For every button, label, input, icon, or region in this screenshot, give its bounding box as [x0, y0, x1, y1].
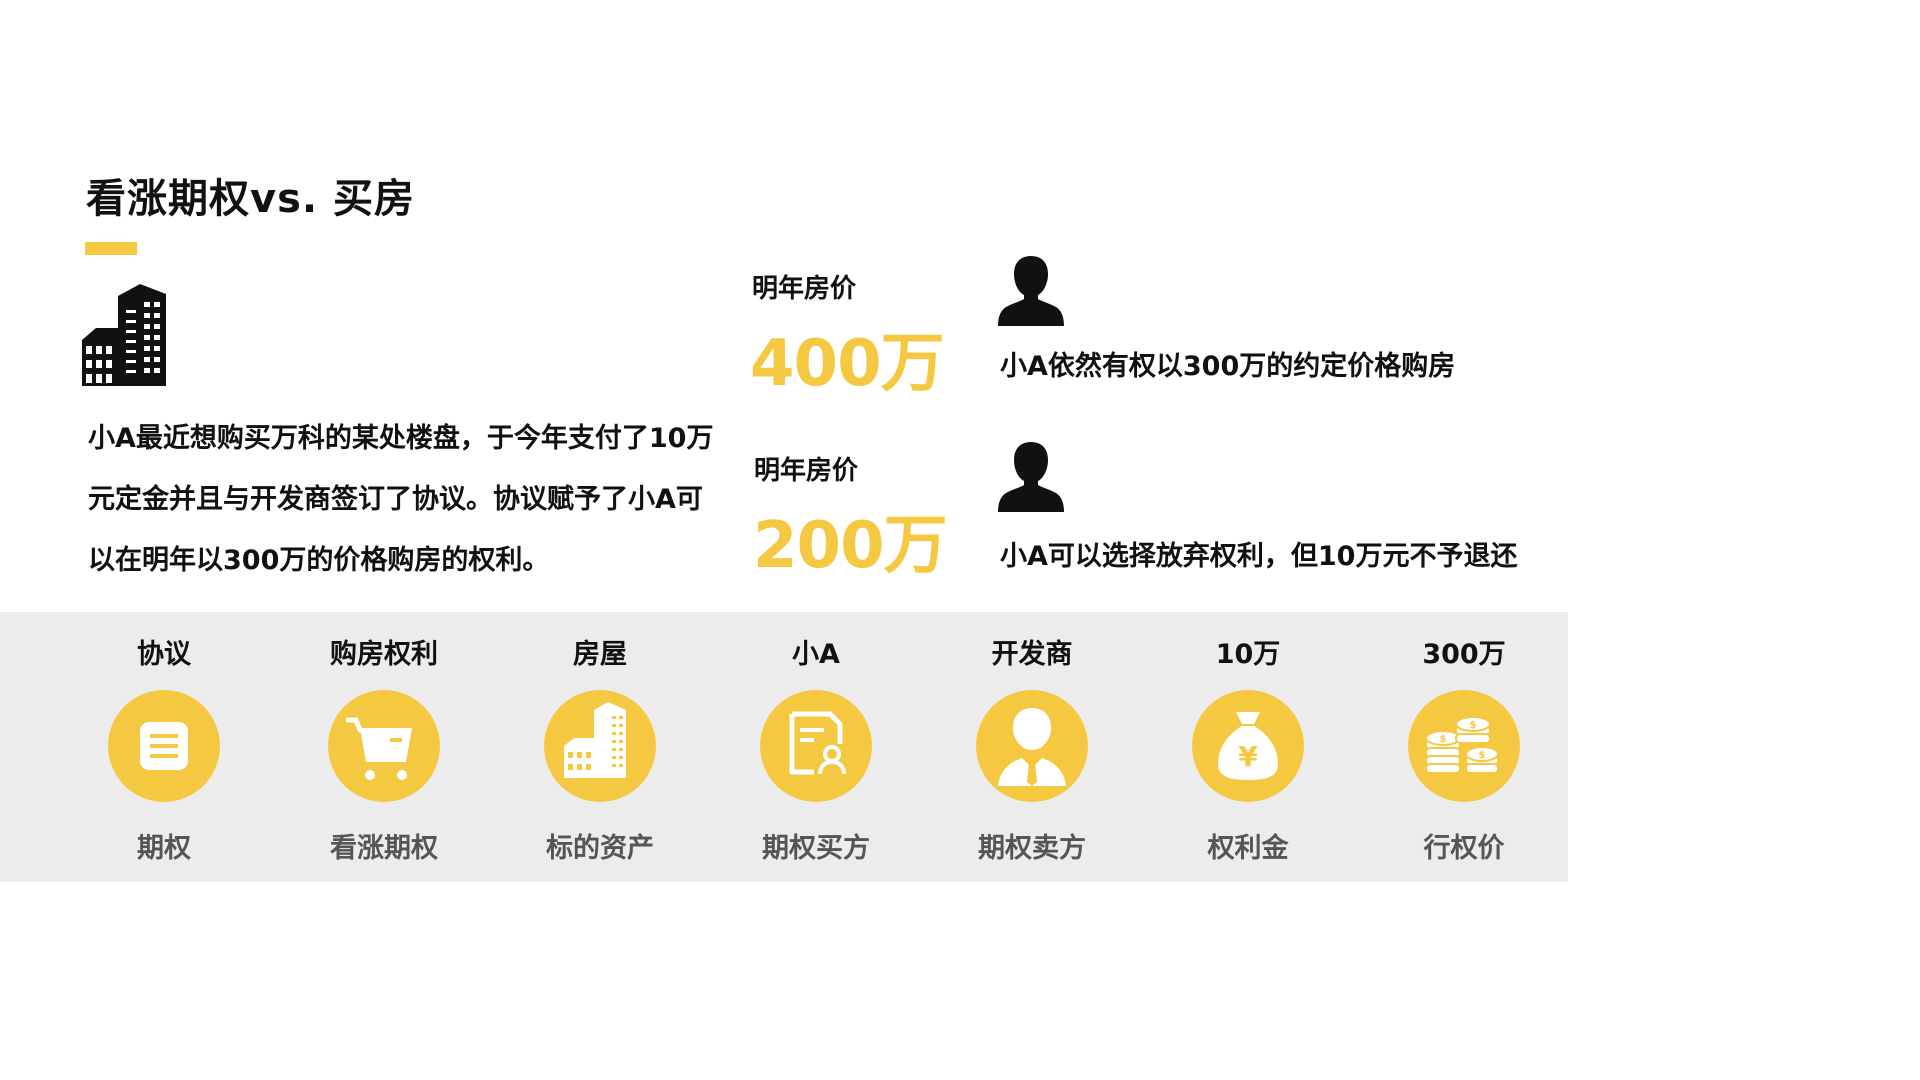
term-label: 开发商	[991, 639, 1073, 670]
scenario-1-price: 400万	[750, 327, 945, 401]
term-premium: 10万 ¥ 权利金	[1138, 612, 1358, 882]
term-icon-circle	[760, 690, 872, 802]
term-label: 房屋	[573, 639, 627, 670]
term-icon-circle	[108, 690, 220, 802]
term-label: 协议	[137, 639, 191, 670]
building-icon	[564, 702, 626, 778]
term-house: 房屋 标	[490, 612, 710, 882]
svg-text:$: $	[1470, 720, 1477, 731]
person-silhouette-icon	[998, 442, 1064, 512]
term-label: 购房权利	[330, 639, 438, 670]
scenario-2-label: 明年房价	[754, 456, 859, 486]
term-purchase-right: 购房权利 看涨期权	[274, 612, 494, 882]
term-meaning: 标的资产	[546, 833, 654, 864]
money-bag-yen-icon: ¥	[1218, 712, 1278, 780]
term-meaning: 期权卖方	[978, 833, 1086, 864]
scenario-1-text: 小A依然有权以300万的约定价格购房	[1000, 351, 1456, 382]
svg-text:$: $	[1479, 750, 1486, 761]
scenario-2-text: 小A可以选择放弃权利，但10万元不予退还	[1000, 541, 1518, 572]
coin-stacks-icon: $ $ $	[1425, 716, 1499, 774]
building-icon	[82, 284, 166, 386]
term-icon-circle	[328, 690, 440, 802]
businessman-icon	[998, 708, 1066, 786]
term-icon-circle	[544, 690, 656, 802]
person-silhouette-icon	[998, 256, 1064, 326]
term-meaning: 权利金	[1207, 833, 1289, 864]
term-meaning: 期权买方	[762, 833, 870, 864]
term-agreement: 协议 期权	[54, 612, 274, 882]
terms-band: 协议 期权 购房权利 看涨期权 房屋	[0, 612, 1568, 882]
term-icon-circle: ¥	[1192, 690, 1304, 802]
term-meaning: 期权	[137, 833, 191, 864]
contract-user-icon	[789, 711, 846, 775]
scenario-1-label: 明年房价	[752, 274, 857, 304]
term-developer: 开发商 期权卖方	[922, 612, 1142, 882]
title-accent-bar	[85, 242, 137, 255]
scenario-2-price: 200万	[753, 509, 948, 583]
story-paragraph: 小A最近想购买万科的某处楼盘，于今年支付了10万元定金并且与开发商签订了协议。协…	[88, 423, 714, 576]
term-meaning: 看涨期权	[330, 833, 438, 864]
svg-text:$: $	[1440, 734, 1447, 745]
term-label: 小A	[792, 639, 840, 670]
document-list-icon	[140, 722, 188, 770]
shopping-cart-icon	[345, 717, 412, 780]
term-icon-circle: $ $ $	[1408, 690, 1520, 802]
term-strike-price: 300万 $ $ $	[1354, 612, 1574, 882]
term-label: 300万	[1422, 639, 1506, 670]
term-label: 10万	[1215, 639, 1281, 670]
page-title: 看涨期权vs. 买房	[86, 176, 416, 222]
term-meaning: 行权价	[1423, 833, 1505, 864]
svg-text:¥: ¥	[1238, 740, 1258, 773]
term-icon-circle	[976, 690, 1088, 802]
term-xiao-a: 小A 期权买方	[706, 612, 926, 882]
